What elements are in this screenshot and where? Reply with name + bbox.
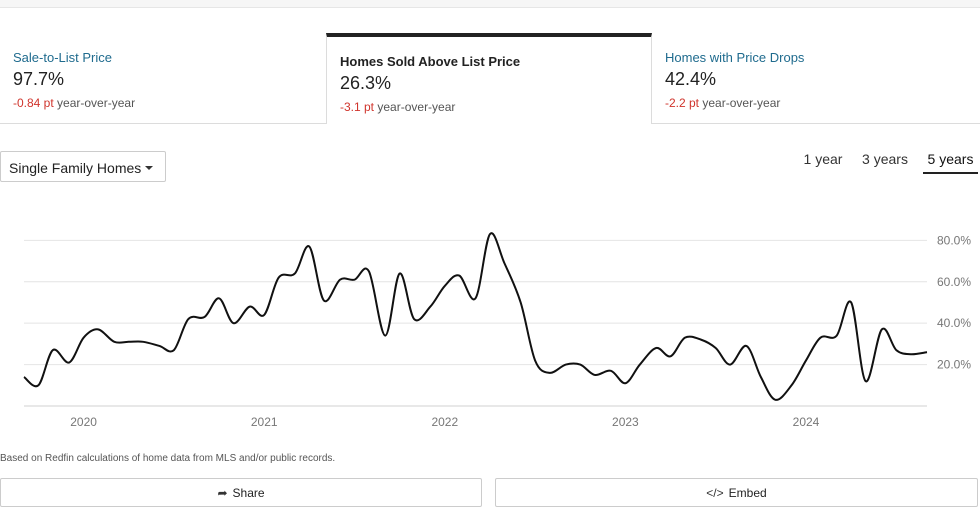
- tab-value: 42.4%: [665, 69, 717, 89]
- tab-suffix: year-over-year: [702, 96, 781, 110]
- caret-down-icon: [145, 166, 153, 170]
- share-icon: ➦: [217, 485, 228, 500]
- tab-delta: -2.2 pt: [665, 96, 700, 110]
- tab-suffix: year-over-year: [57, 96, 136, 110]
- tab-change: -0.84 pt year-over-year: [13, 96, 135, 110]
- y-tick-label: 60.0%: [937, 275, 971, 289]
- y-tick-label: 20.0%: [937, 358, 971, 372]
- tab-price-drops[interactable]: Homes with Price Drops 42.4% -2.2 pt yea…: [652, 33, 980, 124]
- tab-label: Homes Sold Above List Price: [340, 54, 521, 69]
- line-chart: 20.0% 40.0% 60.0% 80.0% 2020 2021 2022 2023 2024: [23, 232, 971, 429]
- selected-range-indicator: [923, 172, 978, 174]
- tab-label: Homes with Price Drops: [665, 50, 805, 65]
- tab-change: -3.1 pt year-over-year: [340, 100, 455, 114]
- tab-homes-sold-above-list[interactable]: Homes Sold Above List Price 26.3% -3.1 p…: [326, 33, 652, 124]
- tab-value: 97.7%: [13, 69, 65, 89]
- range-1-year[interactable]: 1 year: [803, 151, 843, 167]
- tab-value: 26.3%: [340, 73, 392, 93]
- x-tick-label: 2021: [251, 415, 278, 429]
- tab-change: -2.2 pt year-over-year: [665, 96, 780, 110]
- property-type-select[interactable]: Single Family Homes: [0, 151, 166, 182]
- x-tick-label: 2022: [431, 415, 458, 429]
- y-tick-label: 40.0%: [937, 316, 971, 330]
- tab-label: Sale-to-List Price: [13, 50, 112, 65]
- share-label: Share: [232, 485, 265, 500]
- embed-label: Embed: [728, 485, 767, 500]
- code-icon: </>: [706, 485, 724, 500]
- top-strip: [0, 0, 980, 8]
- y-tick-label: 80.0%: [937, 233, 971, 247]
- tab-suffix: year-over-year: [377, 100, 456, 114]
- series-line: [23, 232, 928, 401]
- share-button[interactable]: ➦ Share: [0, 478, 482, 507]
- tab-delta: -0.84 pt: [13, 96, 54, 110]
- tab-delta: -3.1 pt: [340, 100, 375, 114]
- embed-button[interactable]: </> Embed: [495, 478, 978, 507]
- data-source-note: Based on Redfin calculations of home dat…: [0, 453, 336, 464]
- x-tick-label: 2024: [793, 415, 820, 429]
- property-type-value: Single Family Homes: [9, 160, 142, 176]
- x-tick-label: 2023: [612, 415, 639, 429]
- x-tick-label: 2020: [70, 415, 97, 429]
- tab-sale-to-list[interactable]: Sale-to-List Price 97.7% -0.84 pt year-o…: [0, 33, 326, 124]
- range-3-years[interactable]: 3 years: [862, 151, 908, 167]
- metric-tabs: Sale-to-List Price 97.7% -0.84 pt year-o…: [0, 33, 980, 124]
- range-5-years[interactable]: 5 years: [927, 151, 974, 167]
